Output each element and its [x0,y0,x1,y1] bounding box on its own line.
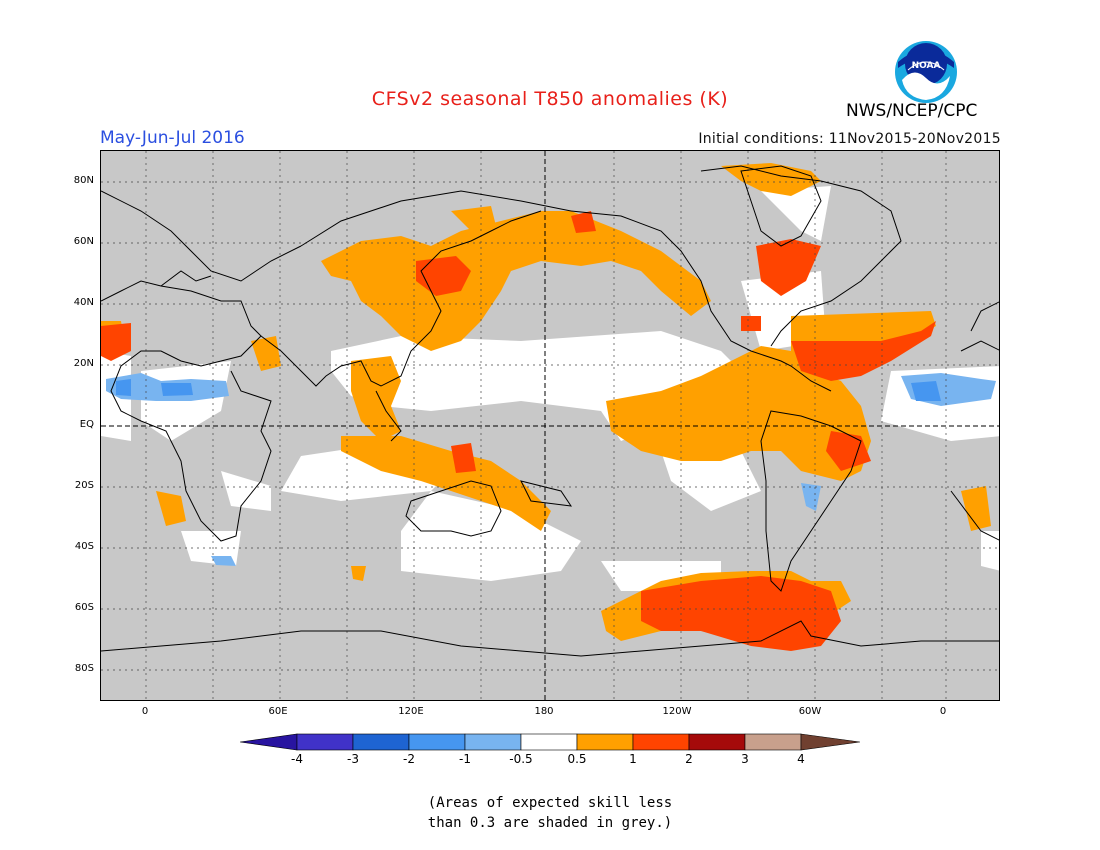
lon-label: 120W [662,706,692,717]
colorbar-tick: 2 [685,752,693,766]
colorbar-tick: 4 [797,752,805,766]
lat-label: EQ [79,419,94,430]
colorbar-tick: -1 [459,752,471,766]
colorbar-tick: 0.5 [567,752,587,766]
colorbar-tick: 1 [629,752,637,766]
colorbar-arrow-high [800,733,861,751]
map-title: CFSv2 seasonal T850 anomalies (K) [371,88,729,110]
negative-anomaly-regions-strong [116,379,941,401]
lon-label: 0 [141,706,149,717]
colorbar-bin [296,733,354,751]
colorbar-bin [744,733,802,751]
positive-anomaly-regions-strong [101,211,936,651]
lon-label: 60W [798,706,822,717]
colorbar-bin [464,733,522,751]
noaa-logo: NOAA [894,40,958,104]
lat-label: 40S [74,541,94,552]
anomaly-map [100,150,1000,701]
graticule [101,151,999,700]
lat-label: 40N [73,297,94,308]
colorbar-tick: 3 [741,752,749,766]
lat-label: 80S [74,663,94,674]
lat-label: 20S [74,480,94,491]
equator-dateline [101,151,999,700]
anomaly-map-svg [101,151,999,700]
colorbar-tick: -0.5 [509,752,533,766]
colorbar-tick: -4 [291,752,303,766]
noaa-logo-text: NOAA [912,61,941,71]
initial-conditions-label: Initial conditions: 11Nov2015-20Nov2015 [698,131,1001,147]
colorbar [239,732,861,752]
skill-note-line2: than 0.3 are shaded in grey.) [427,815,673,831]
lat-label: 20N [73,358,94,369]
colorbar-bin [632,733,690,751]
colorbar-arrow-low [239,733,298,751]
lon-label: 120E [398,706,424,717]
colorbar-bin [408,733,466,751]
skill-note-line1: (Areas of expected skill less [427,795,673,811]
skill-note: (Areas of expected skill less than 0.3 a… [0,793,1100,833]
coastlines [101,165,999,657]
lon-label: 60E [268,706,288,717]
colorbar-bin [352,733,410,751]
colorbar-tick: -3 [347,752,359,766]
colorbar-tick: -2 [403,752,415,766]
lon-label: 180 [534,706,554,717]
colorbar-bin [520,733,578,751]
colorbar-bin [576,733,634,751]
lat-label: 60N [73,236,94,247]
agency-label: NWS/NCEP/CPC [846,101,978,121]
lat-label: 60S [74,602,94,613]
lon-label: 0 [939,706,947,717]
colorbar-bin [688,733,746,751]
season-label: May-Jun-Jul 2016 [100,128,245,148]
lat-label: 80N [73,175,94,186]
